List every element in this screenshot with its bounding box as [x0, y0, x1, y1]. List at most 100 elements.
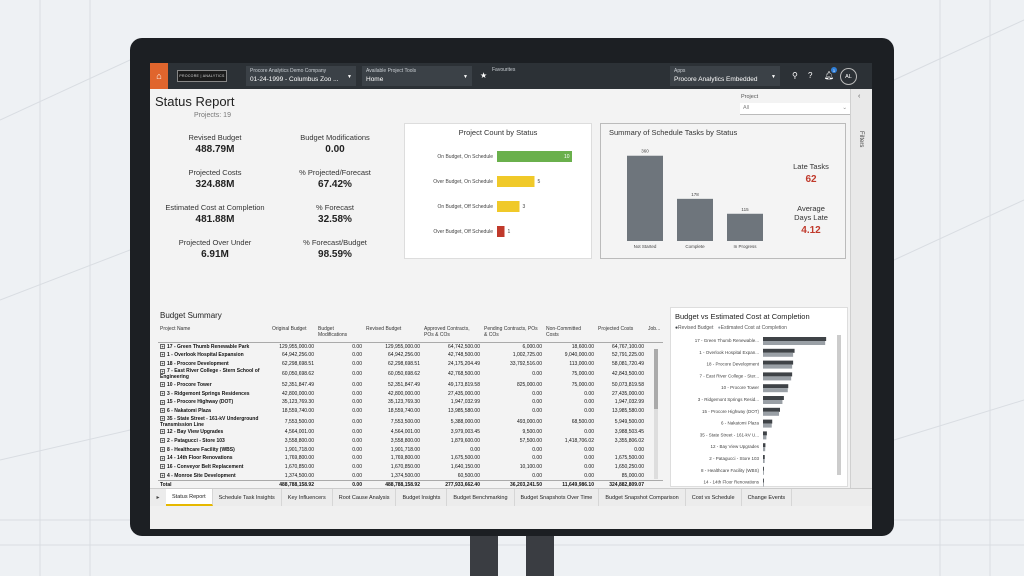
bar-revised-budget[interactable]	[763, 396, 784, 400]
bar-revised-budget[interactable]	[763, 360, 794, 365]
tab-budget-snapshots-over-time[interactable]: Budget Snapshots Over Time	[515, 489, 600, 506]
bar[interactable]	[497, 151, 572, 162]
column-header[interactable]: Budget Modifications	[316, 325, 364, 343]
bar-revised-budget[interactable]	[763, 372, 793, 377]
chart-scrollbar[interactable]	[837, 335, 841, 475]
table-row[interactable]: +18 - Procore Development 62,298,698.51 0.…	[158, 360, 663, 369]
table-row[interactable]: +14 - 14th Floor Renovations 1,769,800.00…	[158, 454, 663, 463]
bar[interactable]	[727, 213, 763, 241]
column-header[interactable]: Revised Budget	[364, 325, 422, 343]
expand-icon[interactable]: +	[160, 408, 165, 414]
apps-dropdown[interactable]: Apps Procore Analytics Embedded ▼	[670, 66, 780, 86]
expand-icon[interactable]: +	[160, 429, 165, 435]
expand-icon[interactable]: +	[160, 390, 165, 396]
bar[interactable]	[677, 198, 713, 241]
table-row[interactable]: +16 - Conveyor Belt Replacement 1,670,850…	[158, 463, 663, 472]
tab-budget-snapshot-comparison[interactable]: Budget Snapshot Comparison	[599, 489, 686, 506]
chevron-left-icon[interactable]: ‹	[858, 93, 861, 100]
company-dropdown[interactable]: Procore Analytics Demo Company 01-24-199…	[246, 66, 356, 86]
expand-icon[interactable]: +	[160, 455, 165, 461]
search-icon[interactable]: ⚲	[792, 71, 798, 80]
tab-budget-benchmarking[interactable]: Budget Benchmarking	[447, 489, 515, 506]
bar-revised-budget[interactable]	[763, 337, 827, 341]
bar-estimated-cost[interactable]	[763, 411, 780, 416]
expand-icon[interactable]: +	[160, 464, 165, 470]
tab-change-events[interactable]: Change Events	[742, 489, 793, 506]
bar-revised-budget[interactable]	[763, 348, 795, 353]
table-row[interactable]: +8 - Healthcare Facility (WBS) 1,901,718.…	[158, 445, 663, 454]
table-row[interactable]: +6 - Nakatomi Plaza 18,559,740.00 0.00 18,5…	[158, 407, 663, 416]
star-icon[interactable]: ★	[480, 71, 488, 80]
bar-estimated-cost[interactable]	[763, 447, 766, 452]
column-header[interactable]: Approved Contracts, POs & COs	[422, 325, 482, 343]
tab-cost-vs-schedule[interactable]: Cost vs Schedule	[686, 489, 742, 506]
scrollbar-thumb[interactable]	[654, 349, 658, 409]
expand-icon[interactable]: +	[160, 343, 165, 349]
column-header[interactable]: Original Budget	[270, 325, 316, 343]
bar-revised-budget[interactable]	[763, 443, 766, 448]
column-header[interactable]: Non-Committed Costs	[544, 325, 596, 343]
column-header[interactable]: Pending Contracts, POs & COs	[482, 325, 544, 343]
bar-revised-budget[interactable]	[763, 455, 765, 459]
favourites-label[interactable]: Favourites	[492, 67, 516, 73]
table-row[interactable]: +35 - State Street - 161-kV Underground …	[158, 416, 663, 428]
home-icon[interactable]: ⌂	[150, 63, 168, 89]
tab-scroll-icon[interactable]: ▸	[156, 495, 160, 501]
filters-label[interactable]: Filters	[858, 131, 864, 148]
bar-estimated-cost[interactable]	[763, 482, 764, 487]
column-header[interactable]: Job...	[646, 325, 663, 343]
bar-revised-budget[interactable]	[763, 466, 764, 471]
expand-icon[interactable]: +	[160, 446, 165, 452]
tab-budget-insights[interactable]: Budget Insights	[396, 489, 448, 506]
bar-estimated-cost[interactable]	[763, 376, 792, 381]
bar-estimated-cost[interactable]	[763, 470, 764, 475]
table-row[interactable]: +2 - Patagucci - Store 103 3,558,800.00 0.…	[158, 436, 663, 445]
expand-icon[interactable]: +	[160, 361, 165, 367]
project-filter-select[interactable]: All ⌄	[740, 103, 850, 115]
bar[interactable]	[627, 155, 663, 241]
bar-revised-budget[interactable]	[763, 431, 767, 436]
table-row[interactable]: +12 - Bay View Upgrades 4,564,001.00 0.00 4…	[158, 428, 663, 437]
bar-estimated-cost[interactable]	[763, 400, 783, 404]
expand-icon[interactable]: +	[160, 437, 165, 443]
avatar[interactable]: AL	[840, 68, 857, 85]
bell-icon[interactable]: 🔔︎	[824, 71, 835, 80]
expand-icon[interactable]: +	[160, 368, 165, 374]
tab-key-influencers[interactable]: Key Influencers	[282, 489, 333, 506]
bar[interactable]	[497, 176, 535, 187]
table-scrollbar[interactable]	[654, 349, 658, 479]
expand-icon[interactable]: +	[160, 415, 165, 421]
expand-icon[interactable]: +	[160, 399, 165, 405]
bar-estimated-cost[interactable]	[763, 352, 794, 357]
help-icon[interactable]: ?	[808, 71, 813, 80]
bar-estimated-cost[interactable]	[763, 459, 765, 463]
filters-pane[interactable]	[850, 89, 872, 488]
expand-icon[interactable]: +	[160, 381, 165, 387]
bar-revised-budget[interactable]	[763, 384, 789, 389]
table-row[interactable]: +15 - Procore Highway (DOT) 35,123,769.30…	[158, 398, 663, 407]
bar[interactable]	[497, 201, 520, 212]
table-row[interactable]: +1 - Overlook Hospital Expansion 64,942,2…	[158, 351, 663, 360]
bar-revised-budget[interactable]	[763, 419, 773, 424]
table-row[interactable]: +4 - Monroe Site Development 1,374,500.00…	[158, 472, 663, 481]
expand-icon[interactable]: +	[160, 472, 165, 478]
table-row[interactable]: +10 - Procore Tower 52,351,847.49 0.00 52,3…	[158, 380, 663, 389]
table-row[interactable]: +7 - East River College - Stern School o…	[158, 368, 663, 380]
bar-estimated-cost[interactable]	[763, 341, 826, 345]
table-row[interactable]: +3 - Ridgemont Springs Residences 42,800,…	[158, 389, 663, 398]
column-header[interactable]: Project Name	[158, 325, 270, 343]
bar-estimated-cost[interactable]	[763, 435, 767, 440]
tab-status-report[interactable]: Status Report	[166, 489, 213, 506]
project-tools-dropdown[interactable]: Available Project Tools Home ▼	[362, 66, 472, 86]
expand-icon[interactable]: +	[160, 352, 165, 358]
bar-estimated-cost[interactable]	[763, 388, 788, 393]
table-row[interactable]: +17 - Green Thumb Renewable Park 129,955,…	[158, 342, 663, 351]
bar-estimated-cost[interactable]	[763, 364, 793, 369]
tab-schedule-task-insights[interactable]: Schedule Task Insights	[213, 489, 282, 506]
bar-revised-budget[interactable]	[763, 478, 764, 483]
bar[interactable]	[497, 226, 505, 237]
bar-estimated-cost[interactable]	[763, 423, 772, 428]
bar-revised-budget[interactable]	[763, 407, 780, 412]
column-header[interactable]: Projected Costs	[596, 325, 646, 343]
tab-root-cause-analysis[interactable]: Root Cause Analysis	[333, 489, 397, 506]
